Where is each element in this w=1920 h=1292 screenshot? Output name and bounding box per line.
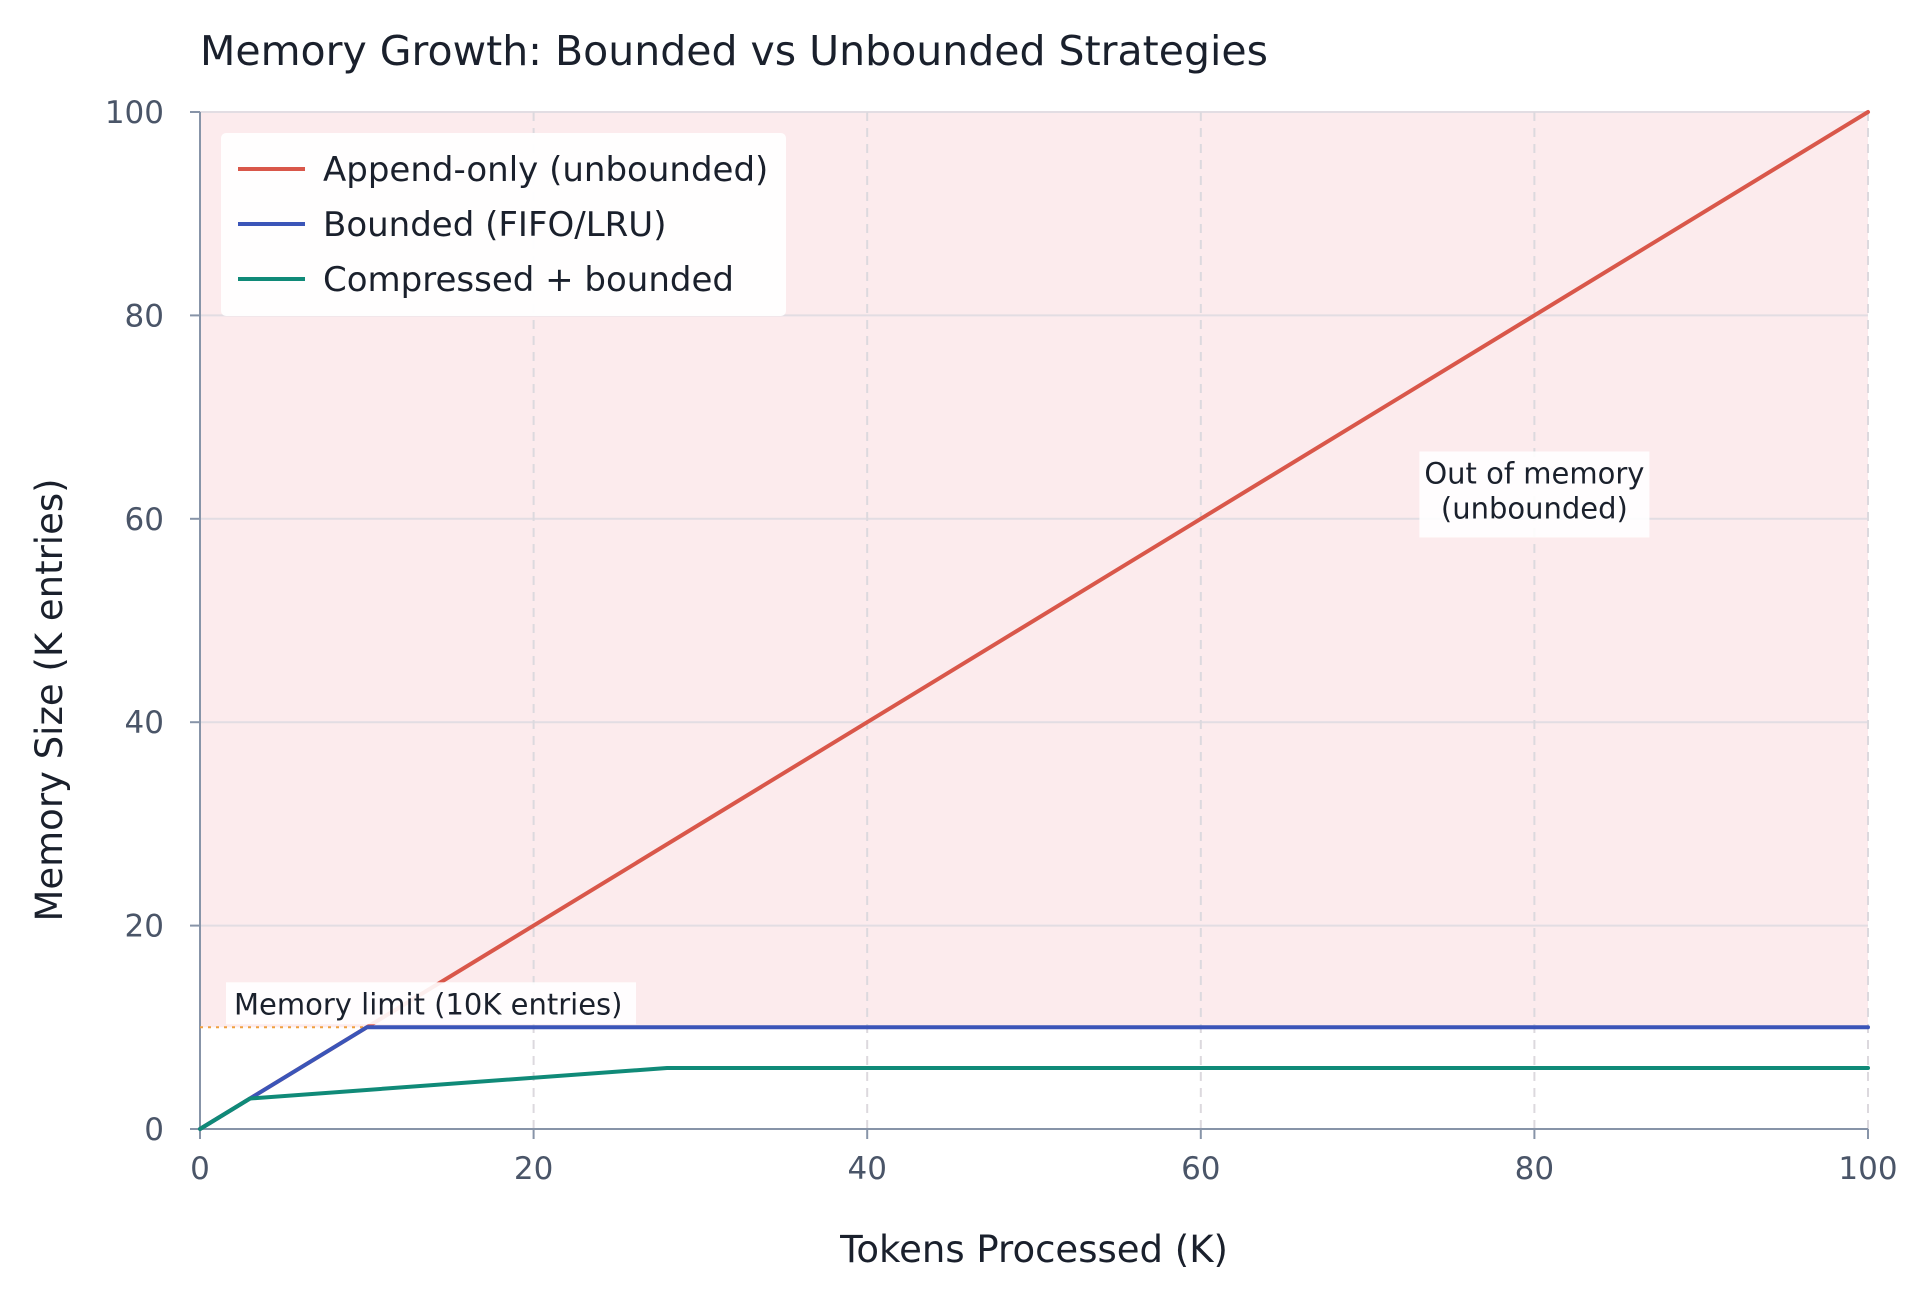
annotations: Memory limit (10K entries) Out of memory(…: [226, 451, 1650, 1025]
x-tick-label: 80: [1515, 1151, 1554, 1187]
y-tick-label: 40: [125, 705, 164, 741]
y-tick-label: 0: [144, 1112, 164, 1148]
series-line-compressed-bounded: [198, 1065, 1870, 1131]
legend-entry: Bounded (FIFO/LRU): [323, 205, 666, 245]
chart-title: Memory Growth: Bounded vs Unbounded Stra…: [200, 27, 1268, 75]
x-tick-label: 20: [514, 1151, 553, 1187]
x-tick-label: 100: [1838, 1151, 1897, 1187]
axes: [199, 112, 1868, 1130]
series-lines: [198, 110, 1870, 1131]
series-line-bounded-fifo-lru: [198, 1025, 1870, 1131]
ticks: 0 20 40 60 80 100 0 20 40 60 80 100: [105, 95, 1898, 1187]
y-axis-label: Memory Size (K entries): [28, 478, 71, 921]
annotation-text: Out of memory: [1424, 456, 1644, 490]
y-tick-label: 100: [105, 95, 164, 131]
y-tick-label: 20: [125, 909, 164, 945]
legend-entry: Append-only (unbounded): [323, 150, 768, 190]
x-tick-label: 60: [1181, 1151, 1220, 1187]
y-tick-label: 80: [125, 298, 164, 334]
y-tick-label: 60: [125, 502, 164, 538]
x-axis-label: Tokens Processed (K): [839, 1228, 1228, 1271]
legend-box: [221, 133, 786, 316]
annotation-box: [1419, 451, 1650, 538]
annotation-text: (unbounded): [1441, 491, 1628, 525]
memory-limit-label: Memory limit (10K entries): [234, 987, 622, 1021]
legend: Append-only (unbounded) Bounded (FIFO/LRU…: [221, 133, 786, 316]
x-tick-label: 40: [847, 1151, 886, 1187]
series-line-append-only-unbounded: [198, 110, 1870, 1131]
x-tick-label: 0: [190, 1151, 210, 1187]
memory-limit-label-box: [226, 982, 636, 1025]
legend-entry: Compressed + bounded: [323, 260, 734, 300]
